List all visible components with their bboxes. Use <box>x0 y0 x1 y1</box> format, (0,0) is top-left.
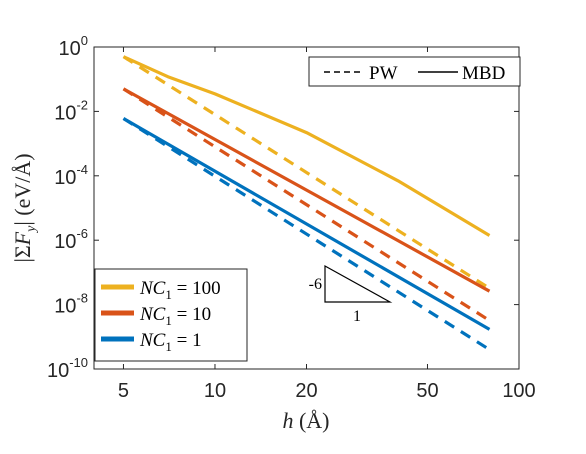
y-tick-label: 10-10 <box>47 355 88 382</box>
slope-triangle: -6 1 <box>309 264 393 325</box>
y-tick-label: 10-8 <box>54 291 88 318</box>
x-axis-title: h (Å) <box>282 408 329 433</box>
y-axis-title: |ΣFy| (eV/Å) <box>10 153 39 262</box>
y-tick-label: 100 <box>59 33 88 60</box>
slope-rise-label: -6 <box>309 276 322 293</box>
style-legend: PW MBD <box>308 56 521 87</box>
series-line-4-pw <box>122 117 491 351</box>
slope-triangle-shape <box>324 264 393 303</box>
y-tick-label: 10-6 <box>54 226 88 253</box>
series-layer <box>122 55 491 351</box>
x-tick-label: 50 <box>416 380 438 402</box>
x-tick-label: 10 <box>204 380 226 402</box>
y-tick-label: 10-2 <box>54 97 88 124</box>
series-line-3-mbd <box>122 87 491 293</box>
series-line-1-mbd <box>122 55 491 237</box>
series-line-5-mbd <box>122 117 491 331</box>
x-tick-label: 5 <box>118 380 129 402</box>
ticks-layer: 5 10 20 50 100 100 10-2 10-4 10-6 10-8 10-10 <box>47 33 536 402</box>
color-legend-label: NC1 = 100 <box>139 278 221 302</box>
legend-pw-label: PW <box>369 63 398 84</box>
color-legend-label: NC1 = 10 <box>139 304 211 328</box>
x-tick-label: 100 <box>502 380 535 402</box>
x-tick-label: 20 <box>295 380 317 402</box>
slope-run-label: 1 <box>353 308 361 325</box>
legend-mbd-label: MBD <box>462 63 505 84</box>
color-legend-label: NC1 = 1 <box>139 330 202 354</box>
series-line-0-pw <box>122 55 491 290</box>
series-line-2-pw <box>122 87 491 322</box>
y-tick-label: 10-4 <box>54 162 88 189</box>
